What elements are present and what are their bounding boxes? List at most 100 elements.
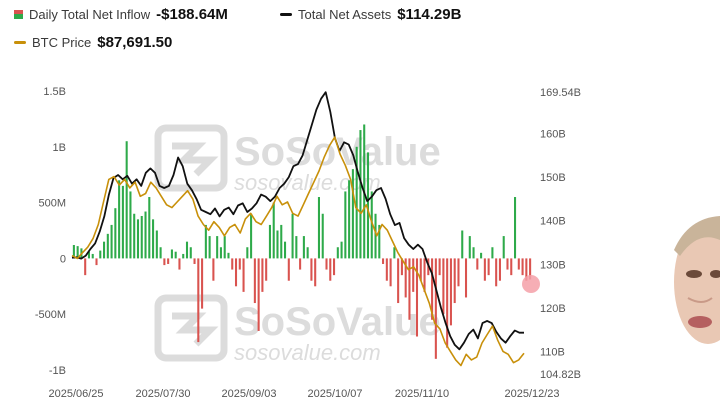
inflow-bar[interactable] bbox=[408, 258, 411, 320]
inflow-bar[interactable] bbox=[129, 191, 132, 259]
inflow-bar[interactable] bbox=[106, 233, 109, 259]
inflow-bar[interactable] bbox=[415, 258, 419, 337]
inflow-bar[interactable] bbox=[167, 258, 170, 264]
inflow-bar[interactable] bbox=[344, 191, 347, 259]
inflow-bar[interactable] bbox=[133, 213, 136, 259]
legend-inflow[interactable]: Daily Total Net Inflow -$188.64M bbox=[14, 6, 228, 23]
inflow-bar[interactable] bbox=[76, 246, 79, 259]
inflow-bar[interactable] bbox=[310, 258, 313, 281]
inflow-bar[interactable] bbox=[476, 258, 479, 270]
inflow-bar[interactable] bbox=[87, 251, 90, 259]
inflow-bar[interactable] bbox=[284, 241, 287, 259]
inflow-bar[interactable] bbox=[95, 258, 98, 266]
inflow-bar[interactable] bbox=[174, 251, 177, 259]
inflow-bar[interactable] bbox=[449, 258, 452, 326]
inflow-bar[interactable] bbox=[152, 219, 155, 259]
inflow-bar[interactable] bbox=[242, 258, 245, 292]
inflow-bar[interactable] bbox=[514, 197, 517, 259]
inflow-bar[interactable] bbox=[250, 213, 253, 259]
inflow-bar[interactable] bbox=[506, 258, 509, 270]
inflow-bar[interactable] bbox=[400, 258, 403, 276]
inflow-bar[interactable] bbox=[216, 236, 219, 259]
inflow-bar[interactable] bbox=[276, 230, 279, 259]
inflow-bar[interactable] bbox=[99, 250, 102, 259]
inflow-bar[interactable] bbox=[257, 258, 260, 331]
inflow-bar[interactable] bbox=[314, 258, 317, 287]
inflow-bar[interactable] bbox=[438, 258, 441, 276]
inflow-bar[interactable] bbox=[125, 141, 128, 259]
inflow-bar[interactable] bbox=[261, 258, 264, 292]
inflow-bar[interactable] bbox=[423, 258, 426, 292]
inflow-bar[interactable] bbox=[370, 191, 373, 259]
inflow-bar[interactable] bbox=[348, 180, 351, 259]
inflow-bar[interactable] bbox=[280, 224, 283, 259]
inflow-bar[interactable] bbox=[219, 247, 222, 259]
inflow-bar[interactable] bbox=[121, 185, 124, 259]
inflow-bar[interactable] bbox=[118, 180, 121, 259]
inflow-bar[interactable] bbox=[197, 258, 200, 343]
inflow-bar[interactable] bbox=[434, 258, 437, 359]
inflow-bar[interactable] bbox=[295, 236, 298, 259]
inflow-bar[interactable] bbox=[84, 258, 87, 276]
inflow-bar[interactable] bbox=[419, 258, 422, 281]
inflow-bar[interactable] bbox=[238, 258, 241, 270]
inflow-bar[interactable] bbox=[483, 258, 486, 281]
inflow-bar[interactable] bbox=[136, 219, 140, 259]
inflow-bar[interactable] bbox=[412, 258, 415, 292]
inflow-bar[interactable] bbox=[495, 258, 498, 287]
inflow-bar[interactable] bbox=[461, 230, 464, 259]
inflow-bar[interactable] bbox=[170, 249, 173, 259]
inflow-bar[interactable] bbox=[472, 247, 475, 259]
inflow-bar[interactable] bbox=[498, 258, 501, 281]
total-net-assets-line[interactable] bbox=[71, 91, 524, 351]
inflow-bar[interactable] bbox=[517, 258, 520, 270]
inflow-bar[interactable] bbox=[385, 258, 388, 281]
inflow-bar[interactable] bbox=[182, 253, 185, 259]
inflow-bar[interactable] bbox=[201, 258, 204, 309]
inflow-bar[interactable] bbox=[72, 245, 75, 259]
inflow-bar[interactable] bbox=[155, 230, 158, 259]
inflow-bar[interactable] bbox=[265, 258, 268, 281]
inflow-bar[interactable] bbox=[366, 152, 370, 259]
inflow-bar[interactable] bbox=[91, 253, 94, 259]
inflow-bar[interactable] bbox=[163, 258, 166, 266]
inflow-bar[interactable] bbox=[231, 258, 234, 270]
inflow-bar[interactable] bbox=[487, 258, 490, 276]
inflow-bar[interactable] bbox=[114, 208, 117, 259]
inflow-bar[interactable] bbox=[442, 258, 445, 315]
inflow-bar[interactable] bbox=[299, 258, 302, 270]
inflow-bar[interactable] bbox=[268, 224, 271, 259]
btc-price-line[interactable] bbox=[71, 136, 525, 367]
inflow-bar[interactable] bbox=[374, 213, 377, 259]
inflow-bar[interactable] bbox=[234, 258, 238, 287]
inflow-bar[interactable] bbox=[378, 224, 381, 259]
inflow-bar[interactable] bbox=[193, 258, 196, 264]
inflow-bar[interactable] bbox=[148, 197, 151, 259]
inflow-bar[interactable] bbox=[457, 258, 460, 287]
inflow-bar[interactable] bbox=[246, 247, 249, 259]
inflow-bar[interactable] bbox=[272, 202, 275, 259]
inflow-bar[interactable] bbox=[185, 241, 189, 259]
inflow-bar[interactable] bbox=[491, 247, 494, 259]
inflow-bar[interactable] bbox=[287, 258, 290, 281]
inflow-bar[interactable] bbox=[393, 247, 396, 259]
inflow-bar[interactable] bbox=[208, 236, 211, 259]
inflow-bar[interactable] bbox=[306, 247, 309, 259]
inflow-bar[interactable] bbox=[359, 130, 362, 259]
inflow-bar[interactable] bbox=[227, 252, 230, 259]
inflow-bar[interactable] bbox=[431, 258, 434, 320]
inflow-bar[interactable] bbox=[325, 258, 328, 270]
inflow-bar[interactable] bbox=[340, 241, 343, 259]
inflow-bar[interactable] bbox=[468, 236, 471, 259]
inflow-bar[interactable] bbox=[329, 258, 332, 281]
inflow-bar[interactable] bbox=[453, 258, 456, 304]
inflow-bar[interactable] bbox=[144, 211, 147, 259]
inflow-bar[interactable] bbox=[333, 258, 336, 276]
inflow-bar[interactable] bbox=[355, 146, 358, 259]
inflow-bar[interactable] bbox=[159, 247, 162, 259]
inflow-bar[interactable] bbox=[321, 213, 324, 259]
inflow-bar[interactable] bbox=[502, 236, 505, 259]
inflow-bar[interactable] bbox=[212, 258, 215, 281]
inflow-bar[interactable] bbox=[446, 258, 449, 348]
inflow-bar[interactable] bbox=[204, 224, 207, 259]
